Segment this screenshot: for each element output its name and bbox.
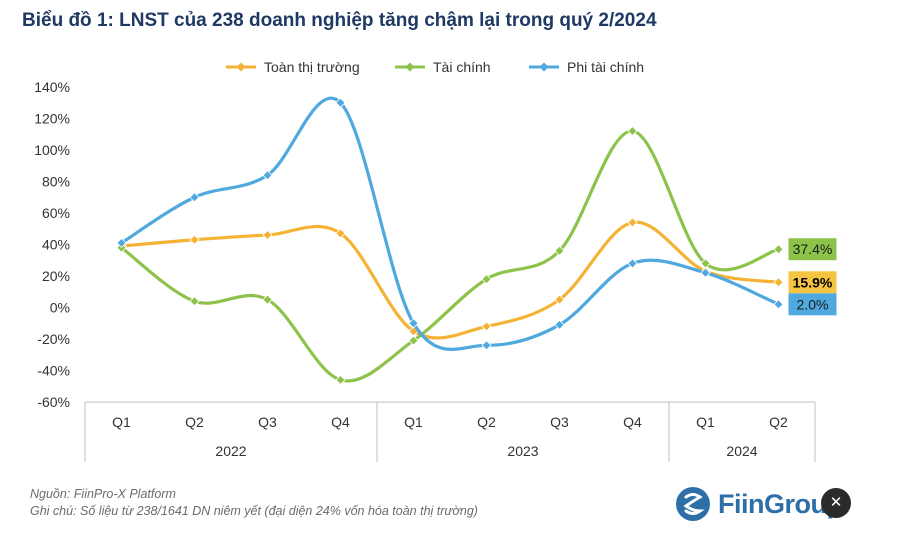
x-tick-label: Q3 <box>550 414 569 430</box>
x-tick-label: Q2 <box>477 414 496 430</box>
y-tick-label: 40% <box>42 237 70 253</box>
data-point <box>262 294 273 305</box>
data-point <box>408 318 419 329</box>
y-tick-label: 20% <box>42 268 70 284</box>
data-point <box>335 228 346 239</box>
legend-swatch-marker <box>539 62 549 72</box>
footer: Nguồn: FiinPro-X Platform Ghi chú: Số li… <box>30 486 478 520</box>
data-point <box>554 319 565 330</box>
x-group-label: 2024 <box>726 443 757 459</box>
x-tick-label: Q2 <box>769 414 788 430</box>
data-point <box>554 294 565 305</box>
data-point <box>335 374 346 386</box>
source-note: Nguồn: FiinPro-X Platform <box>30 487 176 501</box>
y-tick-label: -40% <box>37 363 70 379</box>
data-point <box>554 245 565 256</box>
end-label-box <box>788 293 837 316</box>
data-point <box>335 97 346 108</box>
legend-label: Tài chính <box>433 59 491 75</box>
data-point <box>262 170 273 181</box>
x-tick-label: Q1 <box>112 414 131 430</box>
end-label-box <box>788 238 837 261</box>
data-point <box>627 217 638 228</box>
data-point <box>773 299 784 310</box>
line-chart: 140% 120% 100% 80% 60% 40% 20% 0% -20% -40% -60% 20… <box>34 59 837 462</box>
data-point <box>627 126 638 137</box>
fiingroup-logo-icon <box>676 487 710 521</box>
series-line <box>119 96 781 351</box>
y-tick-label: 120% <box>34 111 70 127</box>
x-tick-label: Q1 <box>404 414 423 430</box>
legend-label: Phi tài chính <box>567 59 644 75</box>
end-data-label: 2.0% <box>797 296 829 312</box>
legend-swatch-marker <box>236 62 246 72</box>
x-tick-label: Q4 <box>623 414 642 430</box>
x-tick-label: Q2 <box>185 414 204 430</box>
x-group-label: 2023 <box>507 443 538 459</box>
series-line <box>119 220 781 340</box>
data-point <box>700 258 711 269</box>
end-data-label: 37.4% <box>793 241 833 257</box>
x-tick-label: Q1 <box>696 414 715 430</box>
y-tick-label: -20% <box>37 331 70 347</box>
x-tick-label: Q4 <box>331 414 350 430</box>
data-point <box>116 237 127 249</box>
data-point <box>262 229 273 241</box>
y-tick-label: 100% <box>34 142 70 158</box>
y-tick-label: 140% <box>34 79 70 95</box>
x-tick-label: Q3 <box>258 414 277 430</box>
data-point <box>189 234 200 245</box>
series-line <box>119 129 781 383</box>
data-point <box>773 244 784 255</box>
chart-title: Biểu đồ 1: LNST của 238 doanh nghiệp tăn… <box>22 10 657 31</box>
footnote: Ghi chú: Số liệu từ 238/1641 DN niêm yết… <box>30 504 478 518</box>
data-point <box>481 321 492 332</box>
fiingroup-logo: FiinGroup <box>676 484 843 524</box>
y-tick-label: 60% <box>42 205 70 221</box>
data-point <box>189 192 200 203</box>
y-tick-label: 0% <box>50 300 70 316</box>
data-point <box>481 340 492 351</box>
data-point <box>189 296 200 307</box>
data-point <box>700 267 711 278</box>
legend-label: Toàn thị trường <box>264 59 360 75</box>
end-label-box <box>788 271 837 294</box>
data-point <box>481 274 492 285</box>
end-data-label: 15.9% <box>793 274 833 290</box>
data-point <box>773 277 784 288</box>
data-point <box>408 335 419 346</box>
legend-swatch-marker <box>405 62 415 72</box>
x-group-label: 2022 <box>215 443 246 459</box>
close-icon[interactable]: ✕ <box>821 488 851 518</box>
y-tick-label: 80% <box>42 174 70 190</box>
y-tick-label: -60% <box>37 394 70 410</box>
data-point <box>627 258 638 269</box>
